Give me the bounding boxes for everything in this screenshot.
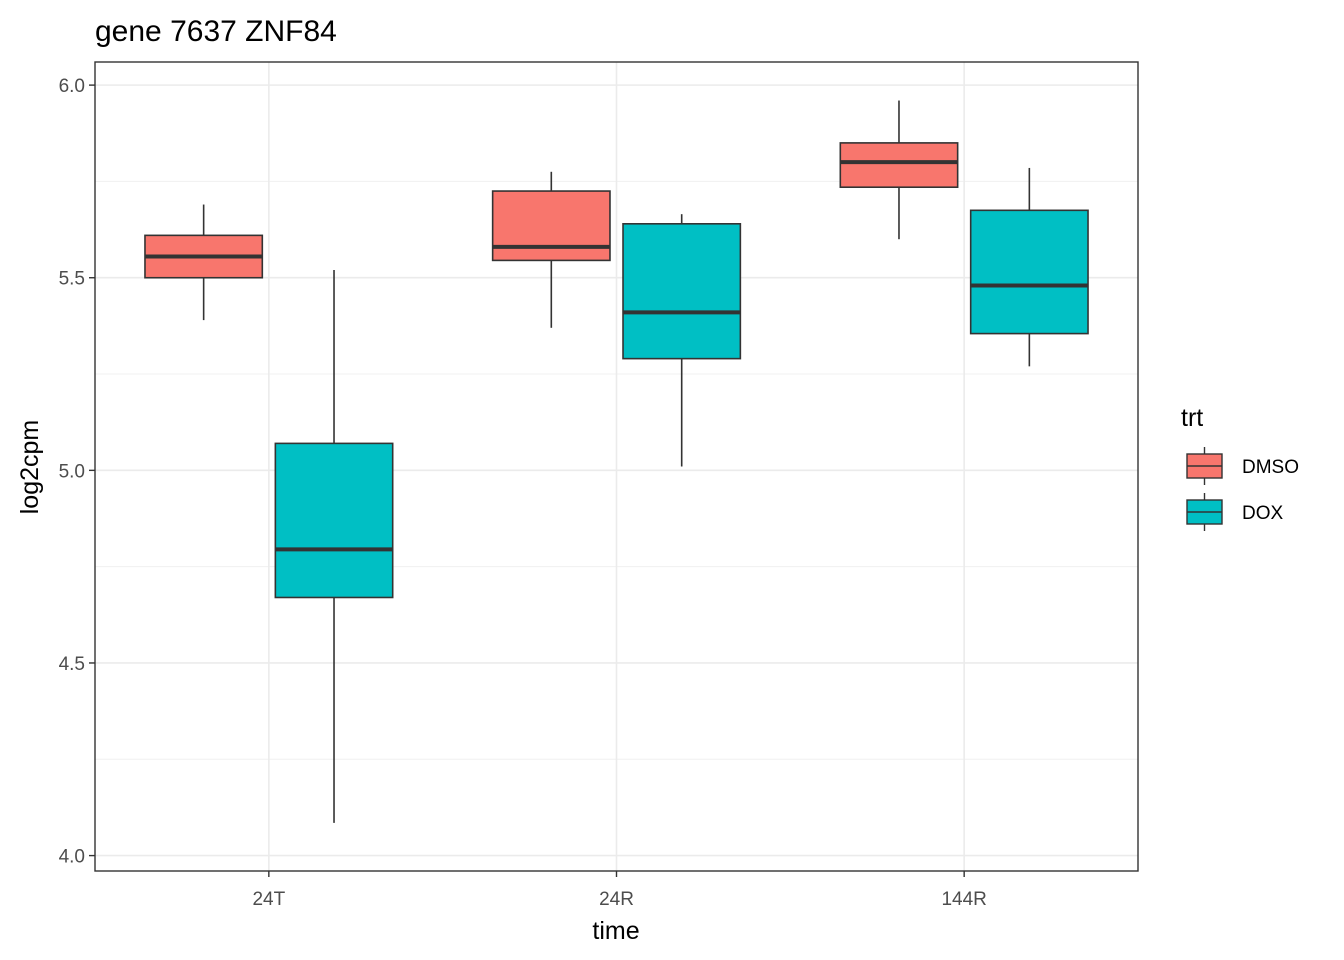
legend-key-dmso: DMSO	[1186, 447, 1299, 485]
box-dox-24r	[622, 214, 742, 467]
box-dox-144r	[969, 167, 1089, 367]
x-tick-label: 24T	[252, 889, 285, 910]
y-tick-label: 6.0	[59, 76, 85, 97]
x-axis: 24T 24R 144R	[252, 871, 987, 910]
box-series	[144, 100, 1089, 823]
legend-title: trt	[1181, 404, 1203, 432]
legend-label: DMSO	[1242, 457, 1299, 478]
y-axis: 4.0 4.5 5.0 5.5 6.0	[59, 76, 95, 868]
y-tick-label: 5.5	[59, 269, 85, 290]
y-tick-label: 5.0	[59, 461, 85, 482]
grid-major	[95, 62, 1138, 871]
box-body	[969, 209, 1089, 335]
x-tick-label: 24R	[599, 889, 634, 910]
box-dmso-24r	[491, 171, 611, 328]
y-tick-label: 4.5	[59, 654, 85, 675]
x-axis-title: time	[592, 917, 639, 945]
legend-label: DOX	[1242, 503, 1284, 524]
box-dmso-24t	[144, 204, 264, 321]
y-tick-label: 4.0	[59, 847, 85, 868]
box-body	[622, 223, 742, 360]
y-axis-title: log2cpm	[16, 420, 44, 515]
box-dox-24t	[274, 270, 394, 823]
box-dmso-144r	[839, 100, 959, 240]
box-body	[491, 190, 611, 262]
x-tick-label: 144R	[941, 889, 986, 910]
box-body	[839, 142, 959, 189]
legend-key-dox: DOX	[1186, 493, 1284, 531]
box-body	[274, 442, 394, 599]
chart-title: gene 7637 ZNF84	[95, 15, 337, 48]
legend: trt DMSO DOX	[1181, 404, 1299, 531]
